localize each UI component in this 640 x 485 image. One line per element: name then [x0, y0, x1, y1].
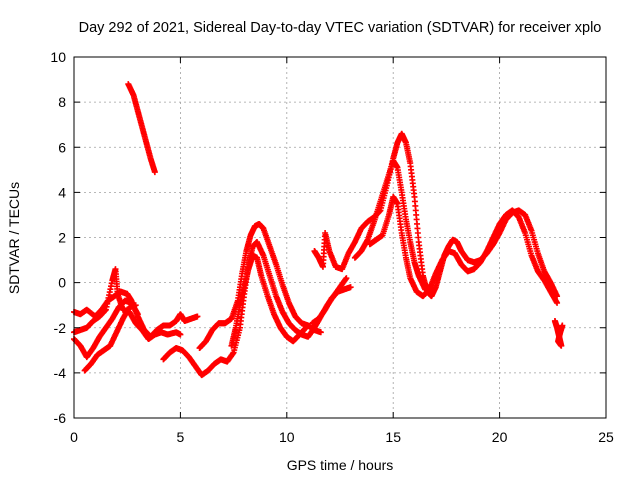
series-arc-i [309, 284, 354, 327]
data-point [177, 331, 184, 338]
y-tick-label: 4 [58, 184, 66, 200]
y-tick-label: -4 [54, 365, 67, 381]
data-marks [71, 81, 566, 379]
data-point [302, 324, 309, 331]
ticks-layer: 0 5 10 15 20 25 -6 -4 -2 0 2 4 6 8 10 [50, 49, 614, 445]
series-arc-h [228, 252, 309, 349]
data-point [132, 302, 139, 309]
y-tick-label: 8 [58, 94, 66, 110]
data-point [559, 322, 566, 329]
data-point [194, 313, 201, 320]
data-point [134, 311, 141, 318]
x-tick-label: 25 [598, 429, 614, 445]
y-tick-label: -6 [54, 410, 67, 426]
x-tick-label: 20 [492, 429, 508, 445]
x-tick-label: 5 [177, 429, 185, 445]
x-tick-label: 10 [279, 429, 295, 445]
y-tick-label: 2 [58, 230, 66, 246]
y-tick-label: -2 [54, 320, 67, 336]
series-arc-b [71, 266, 184, 343]
chart-title: Day 292 of 2021, Sidereal Day-to-day VTE… [79, 20, 602, 36]
series-arc-d [81, 302, 139, 374]
data-point [317, 329, 324, 336]
data-point [343, 275, 350, 282]
y-axis-label: SDTVAR / TECUs [6, 182, 22, 294]
x-axis-label: GPS time / hours [287, 457, 394, 473]
series-arc-g [196, 220, 324, 352]
y-tick-label: 0 [58, 275, 66, 291]
series-arc-e [125, 81, 158, 176]
series-arc-m [551, 317, 566, 349]
data-point [347, 284, 354, 291]
grid-layer [74, 57, 606, 418]
data-point [554, 299, 561, 306]
data-point [151, 169, 158, 176]
x-tick-label: 15 [385, 429, 401, 445]
series-arc-l [366, 193, 561, 306]
y-tick-label: 6 [58, 139, 66, 155]
y-tick-label: 10 [50, 49, 66, 65]
x-tick-label: 0 [70, 429, 78, 445]
